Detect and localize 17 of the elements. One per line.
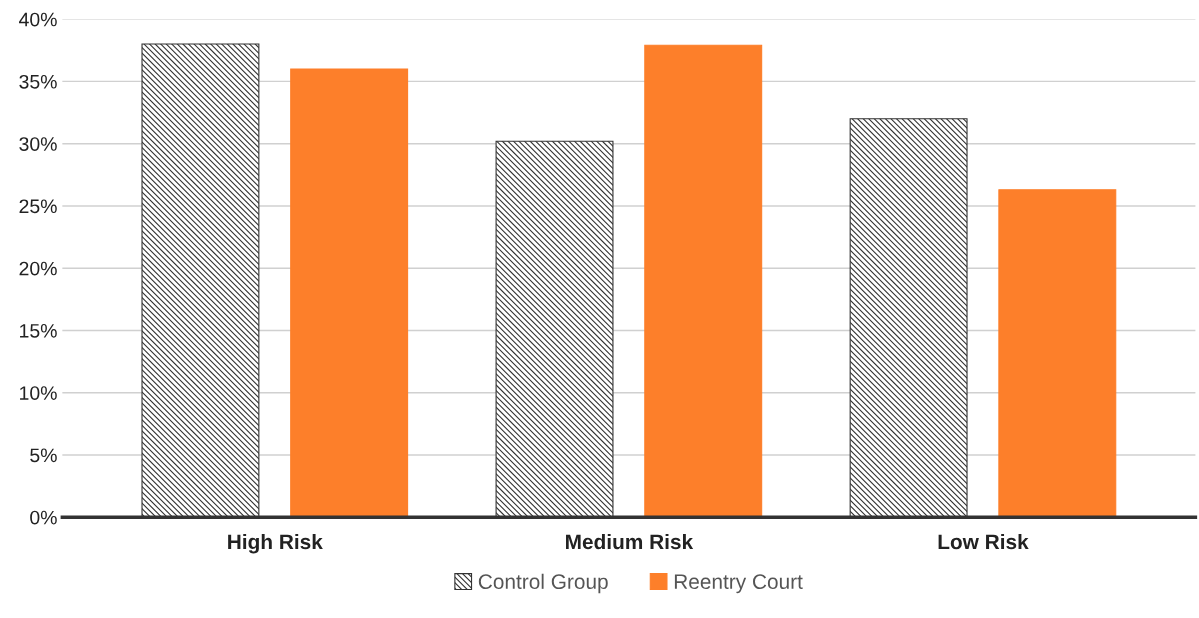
x-tick-label: High Risk	[228, 533, 323, 554]
y-tick-label: 0%	[30, 510, 57, 525]
y-tick-label: 5%	[30, 448, 57, 463]
bar	[290, 68, 409, 518]
y-tick-label: 25%	[19, 199, 57, 214]
y-tick-label: 35%	[19, 74, 57, 89]
y-tick-label: 40%	[19, 12, 57, 27]
bar	[644, 44, 763, 518]
y-tick-label: 15%	[20, 324, 57, 338]
x-tick-label: Low Risk	[938, 533, 1029, 550]
y-tick-label: 30%	[19, 137, 57, 151]
legend-label: Reentry Court	[674, 574, 803, 594]
y-tick-label: 20%	[19, 261, 57, 276]
y-tick-label: 10%	[20, 386, 57, 400]
bar	[998, 189, 1117, 518]
x-tick-label: Medium Risk	[566, 533, 694, 550]
legend-label: Control Group	[478, 573, 608, 594]
